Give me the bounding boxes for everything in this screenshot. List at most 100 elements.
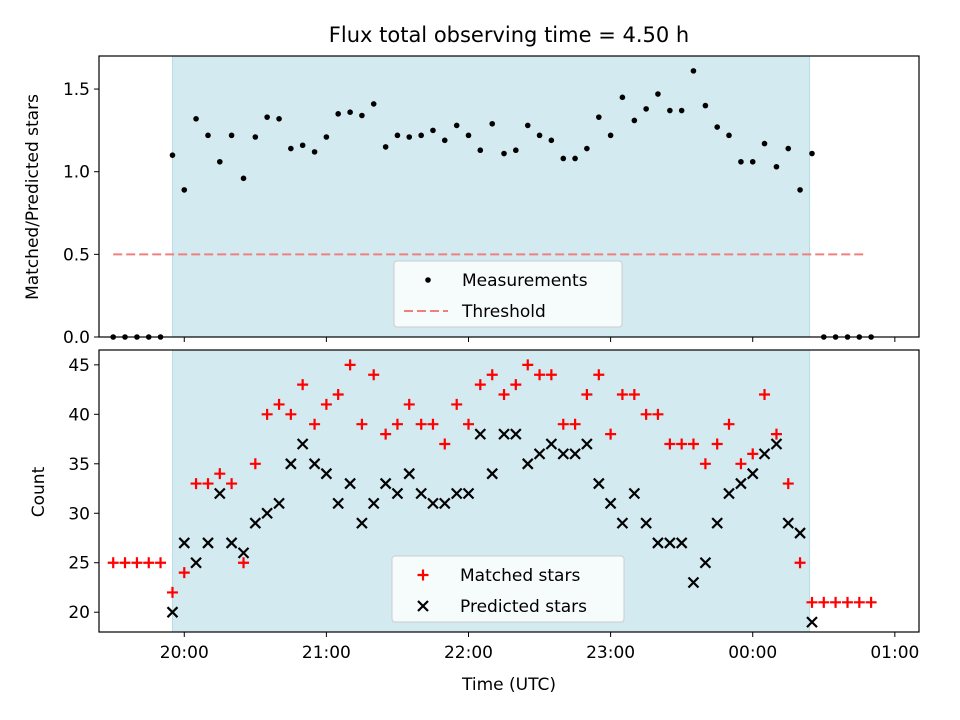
matched-star-point (486, 369, 498, 381)
predicted-star-point (699, 556, 712, 569)
matched-star-point (865, 596, 877, 608)
matched-star-point (652, 408, 664, 420)
measurement-point (631, 117, 638, 124)
x-tick-label: 22:00 (444, 643, 493, 663)
measurement-point (749, 158, 756, 165)
bottom-y-tick-label: 35 (68, 455, 90, 475)
matched-star-point (759, 389, 771, 401)
matched-star-point (226, 478, 238, 490)
predicted-star-point (557, 448, 570, 460)
matched-star-point (818, 596, 830, 608)
predicted-star-point (249, 517, 262, 529)
predicted-star-point (166, 606, 179, 618)
predicted-star-point (344, 477, 356, 490)
measurement-point (299, 142, 306, 149)
x-tick-label: 23:00 (586, 643, 635, 663)
matched-star-point (569, 418, 581, 430)
predicted-star-point (214, 487, 226, 500)
top-y-tick-label: 1.0 (63, 163, 90, 183)
predicted-star-point (545, 438, 558, 450)
measurement-point (264, 114, 270, 120)
bottom-y-tick-label: 25 (68, 554, 90, 574)
predicted-star-point (569, 448, 581, 460)
measurement-point (702, 102, 709, 109)
measurement-point (489, 120, 496, 127)
measurement-point (276, 116, 282, 122)
matched-star-point (391, 418, 403, 430)
predicted-star-point (794, 527, 806, 539)
matched-star-point (356, 418, 368, 430)
matched-star-point (143, 557, 155, 569)
measurement-point (453, 122, 460, 129)
matched-star-point (605, 428, 617, 440)
matched-star-point (545, 369, 557, 381)
measurement-point (513, 147, 519, 154)
measurement-point (655, 91, 661, 97)
measurement-point (678, 107, 685, 114)
bottom-y-tick-label: 40 (68, 405, 90, 425)
matched-star-point (676, 438, 688, 450)
measurement-point (607, 132, 614, 139)
matched-star-point (711, 438, 723, 450)
predicted-star-point (581, 438, 593, 450)
measurement-point (335, 111, 341, 117)
predicted-star-point (616, 517, 629, 529)
predicted-star-point (190, 556, 202, 569)
predicted-star-point (379, 477, 392, 490)
measurement-point (797, 187, 803, 193)
matched-star-point (190, 478, 202, 490)
matched-star-point (782, 478, 794, 490)
predicted-star-point (403, 467, 416, 480)
matched-star-point (699, 458, 711, 470)
legend-label: Threshold (461, 302, 546, 322)
matched-star-point (451, 398, 463, 410)
predicted-star-point (628, 487, 641, 500)
predicted-star-point (202, 537, 214, 549)
predicted-star-point (770, 438, 783, 450)
top-plot-area: 0.0 0.5 1.0 1.5 Measurements Threshold (63, 55, 920, 348)
measurement-point (773, 163, 780, 170)
predicted-star-point (273, 497, 285, 510)
matched-star-point (119, 557, 131, 569)
predicted-star-point (438, 497, 451, 510)
predicted-star-point (687, 576, 700, 589)
predicted-star-point (746, 467, 759, 480)
matched-star-point (202, 478, 214, 490)
measurement-point (524, 122, 531, 129)
matched-star-point (107, 557, 119, 569)
measurement-point (477, 147, 484, 154)
predicted-star-point (320, 467, 333, 480)
measurement-point (560, 155, 567, 162)
measurement-point (240, 175, 247, 182)
measurement-point (572, 155, 578, 162)
matched-star-point (297, 379, 309, 391)
matched-star-point (522, 359, 534, 371)
measurement-point (690, 68, 697, 74)
predicted-star-point (391, 487, 404, 500)
matched-star-point (806, 596, 818, 608)
measurement-point (252, 134, 259, 140)
x-tick-label: 20:00 (160, 643, 209, 663)
legend-matched-marker (417, 569, 429, 581)
measurement-point (193, 116, 199, 122)
predicted-star-point (806, 616, 818, 628)
predicted-star-point (486, 467, 499, 480)
measurement-point (359, 112, 365, 119)
top-y-tick-label: 1.5 (63, 80, 90, 100)
measurement-point (809, 150, 815, 157)
predicted-star-point (735, 477, 747, 490)
measurement-point (596, 114, 602, 120)
measurement-point (216, 158, 223, 165)
measurement-point (323, 134, 330, 140)
bottom-y-axis-label: Count (29, 466, 49, 517)
bottom-panel: 20 25 30 35 40 45 20:00 21:00 22:00 23:00 00:00 01:… (29, 349, 920, 663)
measurement-point (643, 106, 649, 112)
matched-star-point (593, 369, 605, 381)
predicted-star-point (237, 547, 250, 559)
x-tick-label: 01:00 (870, 643, 919, 663)
matched-star-point (380, 428, 392, 440)
legend-predicted-marker (417, 600, 429, 612)
matched-star-point (747, 448, 759, 460)
matched-star-point (628, 389, 640, 401)
predicted-star-point (225, 537, 238, 549)
